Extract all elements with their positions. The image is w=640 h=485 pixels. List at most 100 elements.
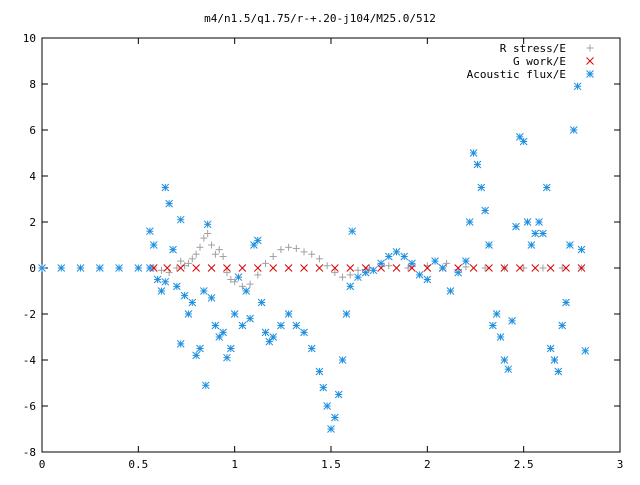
- data-point: [431, 257, 439, 265]
- data-point: [163, 264, 172, 272]
- data-point: [192, 250, 200, 258]
- data-point: [173, 282, 181, 291]
- data-point: [285, 243, 293, 251]
- data-point: [284, 310, 293, 318]
- data-point: [76, 264, 85, 272]
- data-point: [231, 278, 239, 286]
- x-tick-label: 3: [617, 458, 624, 471]
- legend-label: G work/E: [513, 55, 566, 68]
- data-point: [400, 252, 409, 261]
- data-point: [176, 264, 185, 272]
- data-point: [184, 310, 193, 318]
- data-point: [165, 199, 174, 208]
- data-point: [558, 264, 566, 272]
- data-point: [392, 264, 401, 272]
- data-point: [203, 220, 212, 229]
- data-point: [515, 133, 524, 141]
- data-point: [515, 264, 524, 272]
- data-point: [95, 264, 104, 272]
- data-point: [223, 353, 231, 362]
- data-point: [269, 253, 277, 260]
- data-point: [323, 262, 331, 270]
- data-point: [146, 264, 154, 272]
- data-point: [215, 333, 224, 341]
- data-point: [327, 425, 335, 433]
- data-point: [354, 273, 362, 282]
- legend-marker: [586, 44, 594, 52]
- data-point: [149, 241, 158, 249]
- data-point: [230, 310, 239, 318]
- data-point: [169, 245, 177, 254]
- data-point: [531, 229, 540, 238]
- data-point: [346, 271, 354, 279]
- data-point: [519, 137, 528, 146]
- legend-label: Acoustic flux/E: [467, 68, 566, 81]
- data-point: [577, 264, 586, 272]
- data-point: [366, 264, 374, 272]
- series-g-work-e: [149, 264, 586, 272]
- series-r-stress-e: [150, 230, 585, 290]
- data-point: [261, 259, 269, 267]
- data-point: [542, 183, 551, 192]
- data-point: [226, 344, 235, 353]
- data-point: [207, 294, 216, 302]
- data-point: [161, 183, 170, 192]
- data-point: [196, 243, 204, 251]
- data-point: [200, 234, 208, 242]
- data-point: [415, 271, 424, 279]
- data-point: [504, 365, 513, 374]
- data-point: [531, 264, 540, 272]
- data-point: [469, 149, 478, 157]
- data-point: [334, 390, 343, 399]
- data-point: [234, 273, 243, 282]
- data-point: [577, 245, 586, 254]
- data-point: [196, 344, 204, 353]
- data-point: [315, 367, 324, 376]
- data-point: [508, 317, 516, 325]
- data-point: [539, 264, 547, 272]
- data-point: [115, 264, 123, 272]
- data-point: [566, 241, 574, 249]
- data-point: [284, 264, 293, 272]
- data-point: [219, 253, 227, 260]
- data-point: [157, 266, 165, 274]
- x-tick-label: 1.5: [321, 458, 341, 471]
- data-point: [339, 273, 347, 281]
- data-point: [149, 264, 158, 272]
- data-point: [527, 241, 536, 249]
- data-point: [330, 264, 339, 272]
- data-point: [315, 264, 324, 272]
- y-tick-label: -4: [23, 354, 37, 367]
- data-point: [492, 310, 501, 318]
- data-point: [161, 277, 170, 286]
- data-point: [573, 82, 582, 91]
- y-tick-label: -8: [23, 446, 36, 459]
- data-point: [265, 337, 274, 346]
- data-point: [454, 268, 463, 277]
- data-point: [223, 264, 231, 272]
- data-point: [201, 381, 210, 390]
- data-point: [227, 276, 235, 283]
- axes: 0 0.5 1 1.5 2 2.5 3 -8 -6 -4 -2 0 2 4 6 8 10: [23, 32, 624, 471]
- x-tick-label: 1: [231, 458, 238, 471]
- data-point: [384, 252, 393, 261]
- data-point: [423, 275, 432, 284]
- data-point: [277, 246, 285, 254]
- data-point: [558, 321, 567, 330]
- data-point: [354, 266, 362, 274]
- legend-marker: [586, 70, 594, 78]
- data-point: [57, 264, 66, 272]
- data-point: [188, 255, 196, 263]
- data-point: [215, 246, 223, 254]
- data-point: [211, 321, 220, 330]
- data-point: [192, 264, 200, 272]
- data-point: [180, 291, 189, 300]
- data-point: [257, 298, 266, 307]
- data-point: [223, 269, 231, 277]
- data-point: [550, 356, 559, 364]
- data-point: [188, 298, 197, 307]
- data-point: [192, 351, 200, 360]
- legend-label: R stress/E: [500, 42, 566, 55]
- y-tick-label: -2: [23, 308, 36, 321]
